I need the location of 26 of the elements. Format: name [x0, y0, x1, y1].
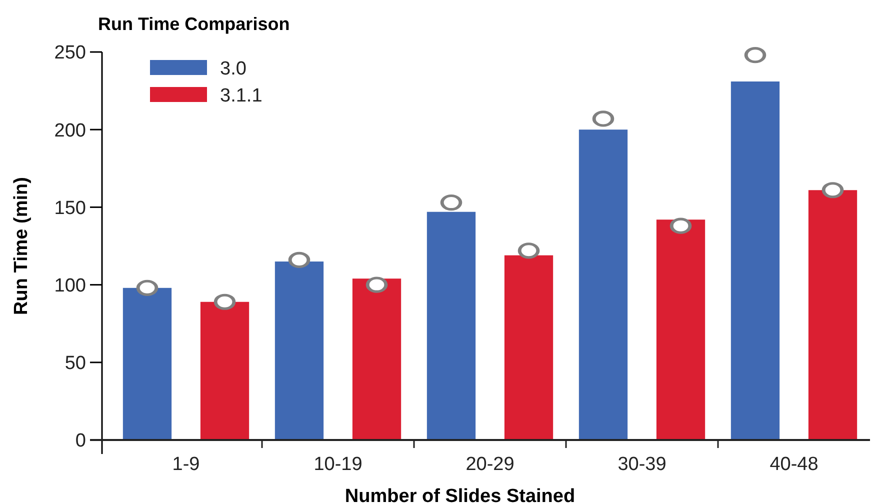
y-tick-label: 100 — [54, 275, 86, 296]
y-tick-label: 150 — [54, 198, 86, 219]
y-axis-title: Run Time (min) — [11, 177, 32, 315]
x-tick-label: 20-29 — [466, 454, 514, 475]
bar — [352, 278, 402, 440]
legend-label: 3.0 — [220, 58, 246, 80]
bar — [730, 81, 780, 440]
bar — [274, 262, 324, 440]
x-tick-label: 40-48 — [770, 454, 818, 475]
y-tick-label: 50 — [64, 353, 86, 374]
bar — [200, 302, 250, 440]
bar — [426, 212, 476, 440]
bar — [808, 190, 858, 440]
bar — [578, 130, 628, 440]
bar — [504, 255, 554, 440]
x-tick-label: 10-19 — [314, 454, 362, 475]
chart-title: Run Time Comparison — [98, 14, 290, 34]
y-tick-label: 200 — [54, 120, 86, 142]
y-tick-label: 250 — [54, 42, 86, 64]
legend-label: 3.1.1 — [220, 86, 262, 107]
x-tick-label: 1-9 — [172, 454, 200, 475]
x-axis-title: Number of Slides Stained — [344, 486, 576, 504]
bar — [656, 220, 706, 440]
y-tick-label: 0 — [75, 430, 86, 452]
x-tick-label: 30-39 — [618, 454, 666, 475]
bar — [122, 288, 172, 440]
